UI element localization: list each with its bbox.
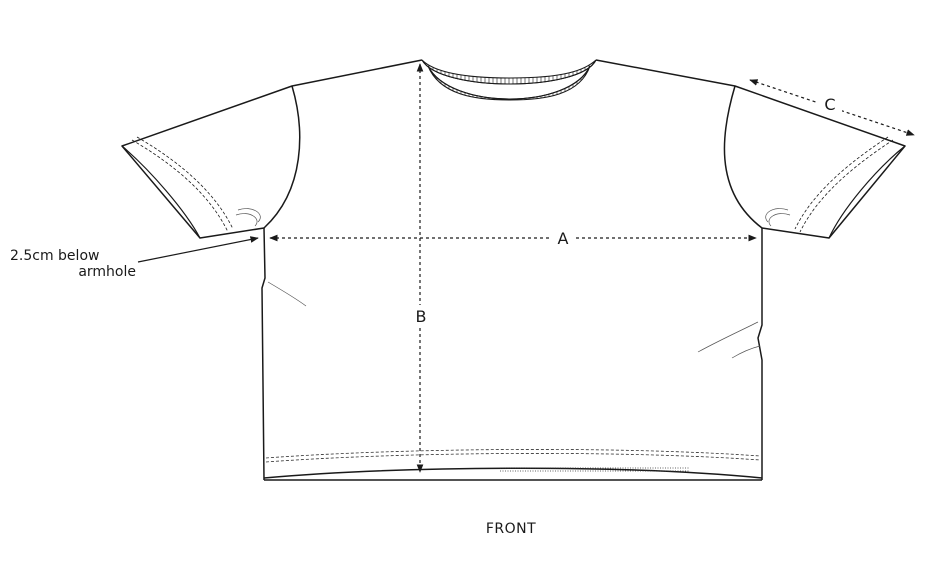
underarm-wrinkles	[235, 208, 791, 359]
measurement-c-label: C	[824, 95, 835, 114]
ribbed-collar	[421, 59, 597, 101]
label-b-bg	[408, 305, 432, 327]
hem-label-texture	[500, 467, 690, 472]
tshirt-outline	[121, 59, 906, 481]
note-text-line2: armhole	[78, 264, 136, 280]
note-text-line1: 2.5cm below	[10, 248, 99, 264]
measurement-b-label: B	[416, 307, 427, 326]
sleeve-cuffs	[121, 136, 906, 239]
label-a-bg	[550, 228, 576, 248]
view-label: FRONT	[486, 521, 536, 537]
label-c-bg	[818, 93, 842, 113]
note-pointer-arrow	[137, 236, 259, 263]
measurement-a-label: A	[558, 229, 569, 248]
hem-stitching	[265, 449, 761, 463]
